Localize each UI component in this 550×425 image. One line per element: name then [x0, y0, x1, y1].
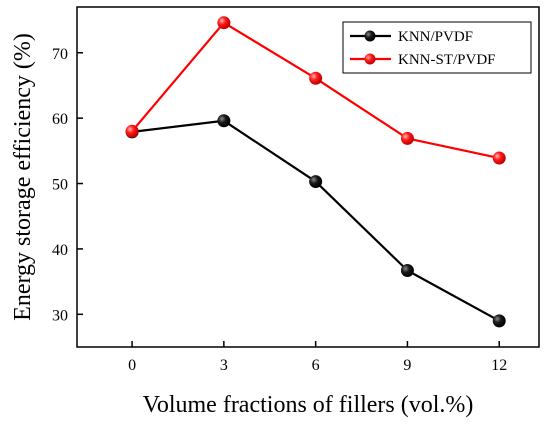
series-line-knn-pvdf — [131, 119, 500, 322]
data-point-knn-pvdf — [217, 114, 231, 128]
legend-label-knn-st-pvdf: KNN-ST/PVDF — [398, 52, 496, 68]
y-tick-label: 50 — [52, 177, 68, 194]
x-tick-label: 0 — [128, 357, 136, 374]
plot-frame — [76, 6, 540, 348]
data-point-knn-st-pvdf — [400, 131, 414, 145]
data-point-knn-pvdf — [492, 314, 506, 328]
y-axis: 30 40 50 60 70 — [52, 46, 83, 324]
y-tick-label: 40 — [52, 242, 68, 259]
series-layer — [125, 16, 506, 328]
data-point-knn-st-pvdf — [217, 16, 231, 30]
data-point-knn-st-pvdf — [492, 151, 506, 165]
legend-marker-knn-pvdf — [364, 30, 376, 42]
x-tick-label: 3 — [220, 357, 228, 374]
y-tick-label: 70 — [52, 46, 68, 63]
data-point-knn-pvdf — [309, 175, 323, 189]
y-axis-title: Energy storage efficiency (%) — [10, 33, 36, 321]
legend-item-knn-st-pvdf: KNN-ST/PVDF — [350, 52, 496, 68]
x-axis-title: Volume fractions of fillers (vol.%) — [143, 392, 474, 418]
data-point-knn-st-pvdf — [125, 124, 139, 138]
x-tick-label: 12 — [491, 357, 507, 374]
x-tick-label: 9 — [403, 357, 411, 374]
x-tick-label: 6 — [312, 357, 320, 374]
x-axis: 0 3 6 9 12 — [128, 341, 507, 374]
data-point-knn-st-pvdf — [309, 71, 323, 85]
legend-box — [342, 21, 532, 74]
data-point-knn-pvdf — [400, 264, 414, 277]
legend-marker-knn-st-pvdf — [364, 53, 376, 65]
legend-item-knn-pvdf: KNN/PVDF — [350, 29, 473, 45]
y-tick-label: 30 — [52, 307, 68, 324]
legend-label-knn-pvdf: KNN/PVDF — [398, 29, 473, 45]
y-tick-label: 60 — [52, 111, 68, 128]
legend: KNN/PVDF KNN-ST/PVDF — [342, 21, 532, 74]
